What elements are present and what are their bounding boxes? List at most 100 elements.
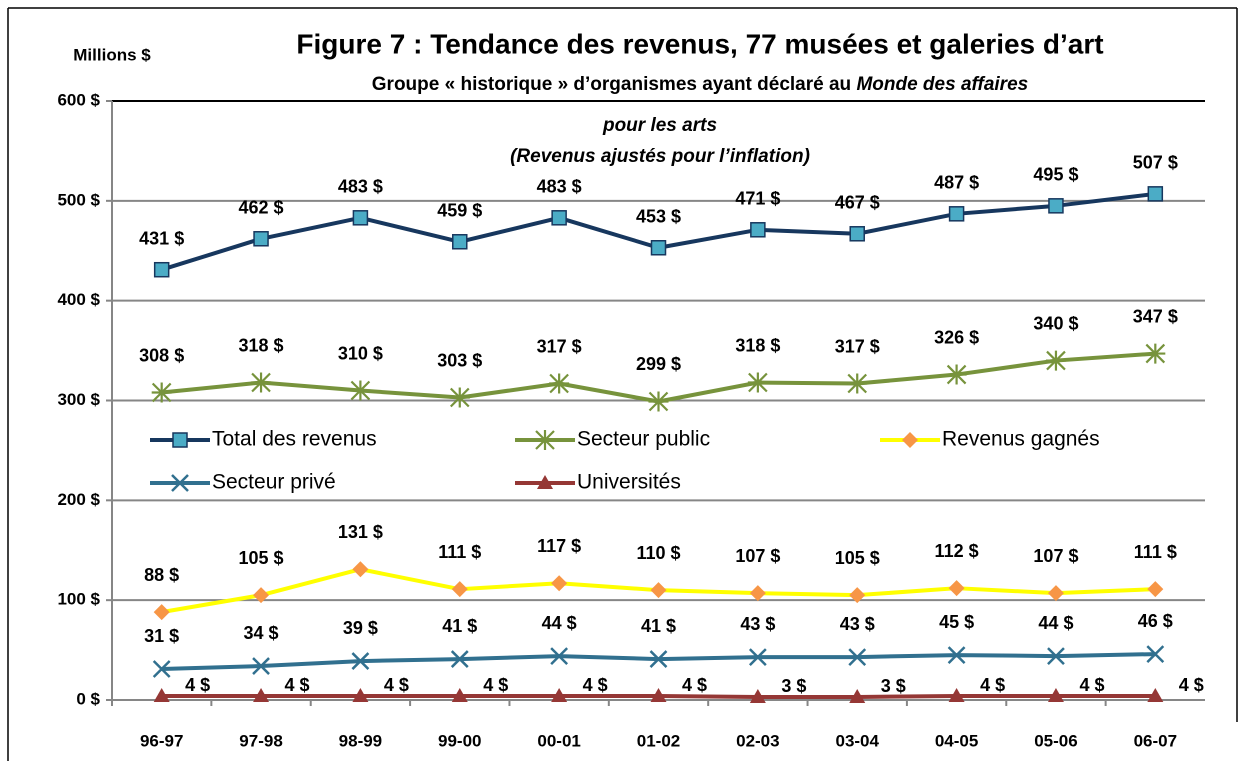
marker bbox=[1146, 645, 1165, 663]
x-tick-label: 05-06 bbox=[1034, 731, 1077, 750]
marker bbox=[153, 261, 170, 278]
data-label: 41 $ bbox=[641, 616, 676, 636]
data-label: 105 $ bbox=[835, 548, 880, 568]
marker bbox=[352, 561, 369, 578]
legend-label: Secteur privé bbox=[212, 471, 336, 494]
data-label: 459 $ bbox=[437, 201, 482, 221]
data-label: 88 $ bbox=[144, 565, 179, 585]
marker bbox=[151, 382, 172, 403]
data-label: 111 $ bbox=[438, 542, 481, 562]
data-label: 31 $ bbox=[144, 626, 179, 646]
marker bbox=[1147, 186, 1164, 202]
marker bbox=[351, 652, 370, 670]
y-axis-label: Millions $ bbox=[73, 45, 151, 64]
marker bbox=[749, 585, 766, 602]
y-tick-label: 600 $ bbox=[57, 90, 100, 109]
data-label: 107 $ bbox=[1033, 546, 1078, 566]
data-label: 317 $ bbox=[537, 336, 582, 356]
legend-label: Total des revenus bbox=[212, 428, 377, 451]
x-tick-label: 01-02 bbox=[637, 731, 680, 750]
series-line bbox=[161, 652, 1156, 672]
marker bbox=[550, 647, 569, 665]
data-label: 340 $ bbox=[1033, 313, 1078, 333]
marker bbox=[650, 688, 667, 703]
data-label: 131 $ bbox=[338, 522, 383, 542]
marker bbox=[153, 688, 170, 703]
legend-label: Revenus gagnés bbox=[942, 428, 1100, 451]
marker bbox=[352, 210, 369, 226]
y-tick-label: 100 $ bbox=[57, 590, 100, 609]
data-label: 4 $ bbox=[980, 675, 1005, 695]
marker bbox=[946, 364, 967, 385]
marker bbox=[947, 646, 966, 664]
data-label: 3 $ bbox=[781, 676, 806, 696]
chart-title: Figure 7 : Tendance des revenus, 77 musé… bbox=[296, 28, 1103, 59]
marker bbox=[948, 688, 965, 703]
marker bbox=[1047, 688, 1064, 703]
y-tick-label: 500 $ bbox=[57, 190, 100, 209]
data-label: 310 $ bbox=[338, 343, 383, 363]
marker bbox=[1047, 647, 1065, 665]
data-label: 112 $ bbox=[935, 541, 979, 561]
marker bbox=[251, 372, 272, 393]
marker bbox=[352, 688, 369, 703]
marker bbox=[1147, 581, 1164, 598]
data-label: 4 $ bbox=[682, 675, 707, 695]
marker bbox=[1145, 343, 1166, 364]
data-label: 4 $ bbox=[1079, 675, 1104, 695]
data-label: 4 $ bbox=[1179, 675, 1204, 695]
x-tick-label: 98-99 bbox=[339, 731, 382, 750]
marker bbox=[253, 231, 269, 247]
data-label: 46 $ bbox=[1138, 611, 1173, 631]
legend-marker bbox=[535, 430, 555, 450]
marker bbox=[449, 387, 470, 408]
data-label: 4 $ bbox=[185, 675, 210, 695]
marker bbox=[1047, 585, 1064, 602]
data-label: 317 $ bbox=[835, 336, 880, 356]
legend-marker bbox=[537, 475, 553, 489]
y-tick-label: 400 $ bbox=[57, 290, 100, 309]
legend-marker bbox=[171, 474, 189, 492]
marker bbox=[847, 373, 868, 394]
marker bbox=[253, 587, 270, 604]
data-label: 299 $ bbox=[636, 354, 681, 374]
marker bbox=[649, 650, 668, 668]
marker bbox=[252, 657, 270, 675]
data-label: 467 $ bbox=[835, 193, 880, 213]
marker bbox=[549, 373, 570, 394]
chart-subtitle: Groupe « historique » d’organismes ayant… bbox=[372, 74, 1028, 95]
x-tick-label: 03-04 bbox=[835, 731, 879, 750]
marker bbox=[749, 689, 766, 704]
data-label: 105 $ bbox=[239, 548, 284, 568]
data-label: 4 $ bbox=[285, 675, 310, 695]
legend-marker bbox=[172, 432, 188, 448]
legend-label: Universités bbox=[577, 471, 681, 494]
marker bbox=[748, 648, 767, 666]
data-label: 431 $ bbox=[139, 228, 184, 248]
chart-subtitle: pour les arts bbox=[602, 115, 717, 136]
data-label: 44 $ bbox=[1038, 613, 1073, 633]
y-tick-label: 300 $ bbox=[57, 390, 100, 409]
data-label: 318 $ bbox=[239, 335, 284, 355]
marker bbox=[948, 206, 965, 222]
data-label: 41 $ bbox=[442, 616, 477, 636]
data-label: 495 $ bbox=[1033, 165, 1078, 185]
data-label: 471 $ bbox=[735, 189, 780, 209]
data-label: 34 $ bbox=[244, 623, 279, 643]
marker bbox=[452, 234, 468, 250]
data-label: 483 $ bbox=[338, 177, 383, 197]
marker bbox=[1147, 688, 1164, 703]
data-label: 483 $ bbox=[537, 177, 582, 197]
data-label: 111 $ bbox=[1134, 542, 1177, 562]
data-label: 303 $ bbox=[437, 350, 482, 370]
marker bbox=[648, 391, 669, 412]
marker bbox=[451, 581, 468, 598]
data-label: 43 $ bbox=[840, 614, 875, 634]
data-label: 39 $ bbox=[343, 618, 378, 638]
data-label: 117 $ bbox=[537, 536, 581, 556]
data-label: 107 $ bbox=[735, 546, 780, 566]
data-label: 318 $ bbox=[735, 335, 780, 355]
data-label: 347 $ bbox=[1133, 306, 1178, 326]
marker bbox=[152, 660, 171, 678]
